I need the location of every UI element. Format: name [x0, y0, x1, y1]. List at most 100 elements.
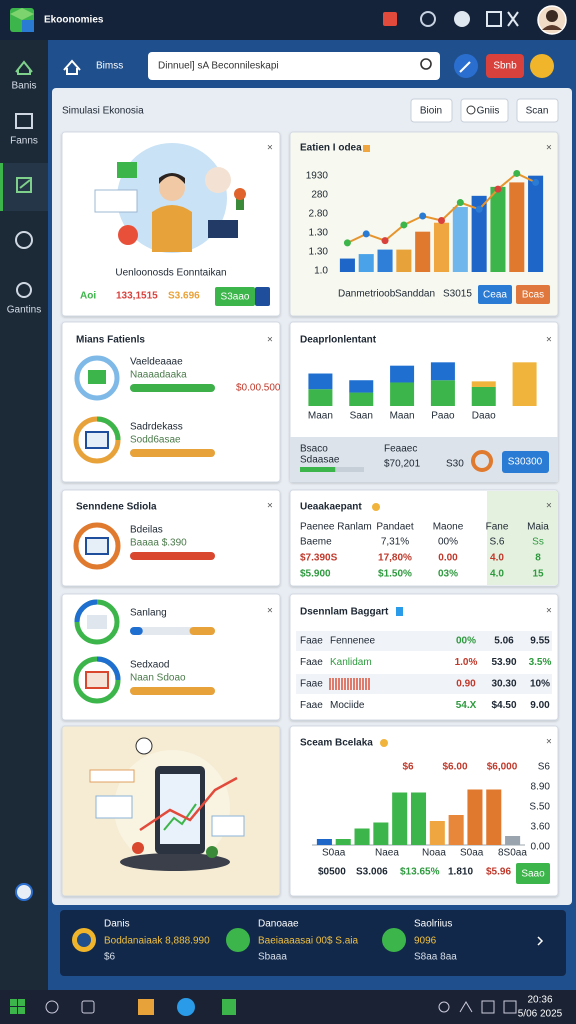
- bar: [429, 821, 445, 845]
- bar: [373, 822, 389, 845]
- table-cell: 03%: [438, 569, 458, 580]
- button-label[interactable]: Bioin: [420, 106, 442, 117]
- green-button[interactable]: [215, 287, 255, 306]
- row-label: Faae: [300, 657, 323, 668]
- card-title: Deaprlonlentant: [300, 335, 377, 346]
- button[interactable]: [516, 98, 559, 123]
- button[interactable]: [460, 98, 509, 123]
- button-label[interactable]: Ceaa: [483, 290, 507, 301]
- button-label[interactable]: Bcas: [522, 290, 544, 301]
- footer-title: Danis: [104, 919, 130, 930]
- trend-point: [343, 239, 351, 247]
- close-icon[interactable]: ×: [267, 335, 273, 346]
- axis-label: 1.30: [309, 228, 329, 239]
- home-icon[interactable]: [63, 59, 81, 75]
- button-label[interactable]: Gniis: [477, 106, 500, 117]
- trend-point: [400, 221, 408, 229]
- button[interactable]: [410, 98, 453, 123]
- table-cell: 5.06: [494, 636, 514, 647]
- sidebar-item[interactable]: Gantins: [7, 305, 41, 316]
- progress-fill: [189, 627, 215, 635]
- x-tick-label: Saan: [350, 411, 373, 422]
- search-box[interactable]: [148, 52, 440, 80]
- button-label[interactable]: S3aao: [221, 292, 250, 303]
- footer-note: $6: [104, 952, 116, 963]
- bar-segment: [390, 365, 415, 383]
- alert-button[interactable]: [530, 54, 554, 78]
- trend-point: [419, 212, 427, 220]
- table-cell: 4.0: [490, 569, 504, 580]
- table-cell: 30.30: [491, 679, 516, 690]
- bar: [316, 839, 332, 845]
- close-icon[interactable]: ×: [546, 335, 552, 346]
- table-cell: 17,80%: [378, 553, 412, 564]
- search-text: Dinnuel] sA Beconnileskapi: [158, 61, 279, 72]
- x-tick-label: 8S0aa: [498, 848, 527, 859]
- title-badge: [372, 503, 380, 511]
- table-cell: 4.0: [490, 553, 504, 564]
- search-icon[interactable]: [420, 58, 432, 70]
- close-icon[interactable]: ×: [546, 737, 552, 748]
- chart-label: Danmetrioob: [338, 289, 396, 300]
- chart-label: S3015: [443, 289, 472, 300]
- clock-date: 5/06 2025: [518, 1009, 563, 1020]
- sidebar-active[interactable]: [0, 163, 48, 211]
- trend-point: [438, 216, 445, 224]
- table-cell: 1.0%: [455, 657, 478, 668]
- button-label[interactable]: S30300: [508, 457, 543, 468]
- table-cell: Baeme: [300, 537, 332, 548]
- table-cell: S.6: [489, 537, 504, 548]
- bar: [396, 249, 412, 272]
- sidebar-item[interactable]: Fanns: [10, 136, 38, 147]
- sidebar-icons[interactable]: [15, 60, 33, 901]
- bar: [509, 182, 525, 272]
- card-title: Dsennlam Baggart: [300, 607, 389, 618]
- bar: [339, 258, 355, 272]
- x-tick-label: Noaa: [422, 848, 446, 859]
- sidebar-item[interactable]: Banis: [11, 81, 36, 92]
- stat: S3.696: [168, 291, 200, 302]
- bar: [410, 792, 427, 845]
- summary-value: 1.810: [448, 867, 473, 878]
- button-label[interactable]: Scan: [526, 106, 549, 117]
- bar: [452, 207, 468, 272]
- footer: [60, 910, 566, 976]
- row-label: Faae: [300, 700, 323, 711]
- item-title: Vaeldeaaae: [130, 357, 183, 368]
- edit-glyph: [459, 61, 471, 73]
- progress-fill: [130, 687, 215, 695]
- green-button[interactable]: [516, 863, 550, 884]
- close-icon[interactable]: ×: [267, 501, 273, 512]
- axis-label: 2.80: [309, 209, 329, 220]
- orange-button[interactable]: [516, 285, 550, 304]
- caption: Uenloonosds Eonntaikan: [115, 268, 226, 279]
- x-tick-label: Paao: [431, 411, 455, 422]
- item-subtitle: Baaaa $.390: [130, 538, 187, 549]
- button-icon: [466, 105, 476, 115]
- strip-value: $70,201: [384, 459, 421, 470]
- action-button[interactable]: [486, 54, 524, 78]
- blue-tag: [255, 287, 270, 306]
- bar: [377, 249, 393, 272]
- taskbar-icons[interactable]: [10, 998, 517, 1016]
- axis-label: 8.90: [531, 782, 551, 793]
- item-icons: [73, 355, 493, 704]
- blue-button[interactable]: [502, 451, 549, 473]
- top-icons[interactable]: [383, 5, 567, 35]
- table-cell: $7.390S: [300, 553, 338, 564]
- close-icon[interactable]: ×: [267, 606, 273, 617]
- bar-segment: [308, 389, 333, 406]
- blue-button[interactable]: [478, 285, 512, 304]
- table-cell: 10%: [530, 679, 550, 690]
- table-cell: 3.5%: [529, 657, 552, 668]
- close-icon[interactable]: ×: [546, 143, 552, 154]
- footer-title: Danoaae: [258, 919, 299, 930]
- bar-segment: [471, 386, 496, 406]
- funds-card: [61, 321, 281, 483]
- trend-point: [362, 230, 370, 238]
- button-label[interactable]: Saao: [521, 869, 545, 880]
- close-icon[interactable]: ×: [546, 606, 552, 617]
- close-icon[interactable]: ×: [546, 501, 552, 512]
- close-icon[interactable]: ×: [267, 143, 273, 154]
- trend-point: [494, 185, 502, 193]
